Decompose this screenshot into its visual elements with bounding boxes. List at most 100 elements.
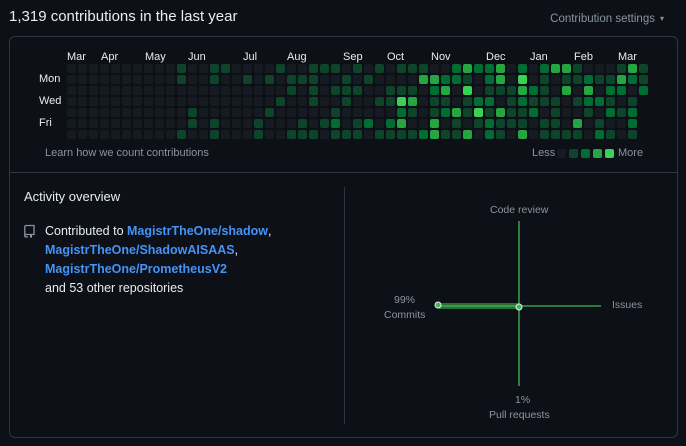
contribution-cell[interactable] <box>166 108 175 117</box>
contribution-cell[interactable] <box>111 64 120 73</box>
contribution-cell[interactable] <box>309 75 318 84</box>
contribution-cell[interactable] <box>133 119 142 128</box>
contribution-cell[interactable] <box>221 86 230 95</box>
contribution-cell[interactable] <box>155 130 164 139</box>
contribution-cell[interactable] <box>551 130 560 139</box>
contribution-cell[interactable] <box>584 108 593 117</box>
contribution-cell[interactable] <box>221 130 230 139</box>
contribution-cell[interactable] <box>562 130 571 139</box>
contribution-cell[interactable] <box>100 64 109 73</box>
contribution-cell[interactable] <box>463 64 472 73</box>
contribution-cell[interactable] <box>584 64 593 73</box>
contribution-cell[interactable] <box>595 64 604 73</box>
contribution-cell[interactable] <box>463 119 472 128</box>
contribution-cell[interactable] <box>254 97 263 106</box>
contribution-cell[interactable] <box>628 130 637 139</box>
contribution-cell[interactable] <box>628 97 637 106</box>
contribution-cell[interactable] <box>122 97 131 106</box>
contribution-cell[interactable] <box>474 86 483 95</box>
contribution-cell[interactable] <box>210 97 219 106</box>
contribution-cell[interactable] <box>430 97 439 106</box>
contribution-cell[interactable] <box>518 86 527 95</box>
contribution-cell[interactable] <box>496 86 505 95</box>
contribution-cell[interactable] <box>551 97 560 106</box>
contribution-cell[interactable] <box>419 130 428 139</box>
contribution-cell[interactable] <box>177 97 186 106</box>
contribution-cell[interactable] <box>441 75 450 84</box>
contribution-cell[interactable] <box>232 108 241 117</box>
contribution-cell[interactable] <box>331 97 340 106</box>
contribution-cell[interactable] <box>243 86 252 95</box>
contribution-cell[interactable] <box>177 119 186 128</box>
contribution-cell[interactable] <box>617 75 626 84</box>
contribution-cell[interactable] <box>265 75 274 84</box>
contribution-cell[interactable] <box>78 97 87 106</box>
contribution-cell[interactable] <box>298 108 307 117</box>
contribution-cell[interactable] <box>628 86 637 95</box>
contribution-cell[interactable] <box>386 75 395 84</box>
contribution-cell[interactable] <box>177 108 186 117</box>
contribution-cell[interactable] <box>111 86 120 95</box>
contribution-cell[interactable] <box>111 97 120 106</box>
contribution-cell[interactable] <box>540 75 549 84</box>
contribution-cell[interactable] <box>298 97 307 106</box>
contribution-settings-button[interactable]: Contribution settings ▾ <box>550 13 664 25</box>
contribution-cell[interactable] <box>309 64 318 73</box>
contribution-cell[interactable] <box>397 64 406 73</box>
contribution-cell[interactable] <box>232 119 241 128</box>
contribution-cell[interactable] <box>276 108 285 117</box>
contribution-cell[interactable] <box>166 86 175 95</box>
contribution-cell[interactable] <box>485 75 494 84</box>
contribution-cell[interactable] <box>551 86 560 95</box>
contribution-cell[interactable] <box>386 119 395 128</box>
contribution-cell[interactable] <box>639 64 648 73</box>
contribution-cell[interactable] <box>529 108 538 117</box>
contribution-cell[interactable] <box>617 108 626 117</box>
contribution-cell[interactable] <box>144 75 153 84</box>
contribution-cell[interactable] <box>166 75 175 84</box>
contribution-cell[interactable] <box>386 130 395 139</box>
contribution-cell[interactable] <box>100 108 109 117</box>
contribution-cell[interactable] <box>353 64 362 73</box>
contribution-cell[interactable] <box>518 97 527 106</box>
contribution-cell[interactable] <box>375 86 384 95</box>
contribution-cell[interactable] <box>276 119 285 128</box>
contribution-cell[interactable] <box>78 75 87 84</box>
contribution-cell[interactable] <box>78 119 87 128</box>
contribution-cell[interactable] <box>441 119 450 128</box>
contribution-cell[interactable] <box>496 108 505 117</box>
contribution-cell[interactable] <box>243 97 252 106</box>
contribution-cell[interactable] <box>133 86 142 95</box>
contribution-cell[interactable] <box>584 130 593 139</box>
contribution-cell[interactable] <box>573 75 582 84</box>
contribution-cell[interactable] <box>540 64 549 73</box>
contribution-cell[interactable] <box>452 130 461 139</box>
contribution-cell[interactable] <box>529 97 538 106</box>
contribution-cell[interactable] <box>386 86 395 95</box>
contribution-cell[interactable] <box>408 119 417 128</box>
contribution-cell[interactable] <box>265 108 274 117</box>
contribution-cell[interactable] <box>155 119 164 128</box>
contribution-cell[interactable] <box>529 64 538 73</box>
contribution-cell[interactable] <box>628 64 637 73</box>
contribution-cell[interactable] <box>166 64 175 73</box>
contribution-cell[interactable] <box>441 64 450 73</box>
contribution-cell[interactable] <box>518 75 527 84</box>
contribution-cell[interactable] <box>441 97 450 106</box>
contribution-cell[interactable] <box>276 64 285 73</box>
contribution-cell[interactable] <box>397 86 406 95</box>
contribution-cell[interactable] <box>243 64 252 73</box>
contribution-cell[interactable] <box>144 130 153 139</box>
contribution-cell[interactable] <box>573 97 582 106</box>
contribution-cell[interactable] <box>364 108 373 117</box>
contribution-cell[interactable] <box>221 108 230 117</box>
contribution-cell[interactable] <box>122 64 131 73</box>
contribution-cell[interactable] <box>540 97 549 106</box>
contribution-cell[interactable] <box>254 75 263 84</box>
contribution-cell[interactable] <box>408 86 417 95</box>
contribution-cell[interactable] <box>617 64 626 73</box>
contribution-cell[interactable] <box>452 108 461 117</box>
contribution-cell[interactable] <box>606 86 615 95</box>
contribution-cell[interactable] <box>133 108 142 117</box>
contribution-cell[interactable] <box>562 108 571 117</box>
